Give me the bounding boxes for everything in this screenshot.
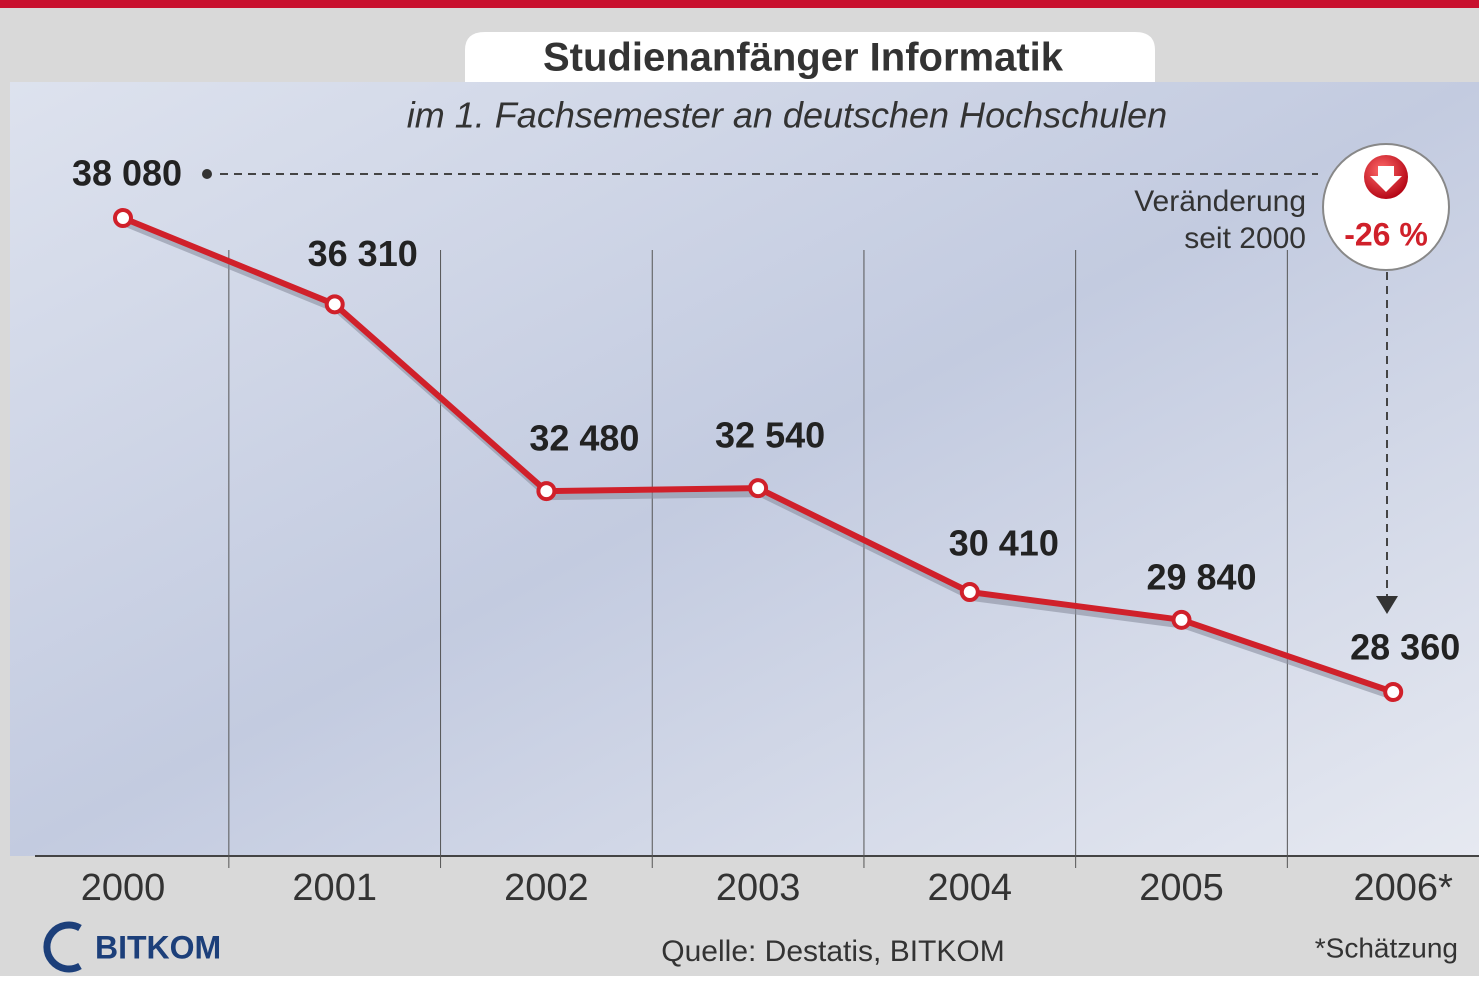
change-arrow-icon	[1370, 166, 1402, 192]
footnote: *Schätzung	[1315, 932, 1458, 963]
logo-icon	[43, 921, 82, 973]
reference-dot	[202, 169, 212, 179]
point	[1383, 682, 1404, 702]
data-label: 28 360	[1350, 627, 1460, 668]
data-label: 32 480	[529, 418, 639, 459]
data-label: 38 080	[72, 153, 182, 194]
data-label: 36 310	[308, 233, 418, 274]
change-badge	[1322, 143, 1450, 271]
point	[1171, 609, 1192, 630]
point	[536, 481, 557, 502]
change-label: Veränderung	[1134, 185, 1306, 218]
point	[748, 478, 769, 499]
x-tick-label: 2004	[928, 867, 1013, 909]
x-tick-label: 2000	[81, 867, 166, 909]
data-label: 32 540	[715, 415, 825, 456]
point	[324, 294, 345, 315]
top-bar	[0, 0, 1479, 8]
change-value: -26 %	[1344, 216, 1428, 252]
title-tab	[465, 32, 1155, 82]
point	[113, 208, 133, 228]
logo: BITKOM	[95, 929, 221, 965]
x-tick-label: 2006*	[1354, 867, 1454, 909]
x-tick-label: 2003	[716, 867, 801, 909]
chart-subtitle: im 1. Fachsemester an deutschen Hochschu…	[407, 95, 1167, 136]
data-label: 30 410	[949, 523, 1059, 564]
photo-background	[10, 82, 1479, 856]
change-label: seit 2000	[1184, 222, 1306, 255]
x-tick-label: 2005	[1139, 867, 1224, 909]
x-tick-label: 2001	[292, 867, 377, 909]
plot: 2000 2001 2002 2003 2004 2005 2006* 38 080 36 31…	[72, 153, 1460, 910]
point	[959, 582, 980, 603]
data-label: 29 840	[1146, 556, 1256, 597]
x-tick-label: 2002	[504, 867, 589, 909]
change-pointer-head	[1376, 596, 1398, 614]
chart-title: Studienanfänger Informatik	[543, 36, 1064, 80]
source: Quelle: Destatis, BITKOM	[661, 935, 1004, 968]
